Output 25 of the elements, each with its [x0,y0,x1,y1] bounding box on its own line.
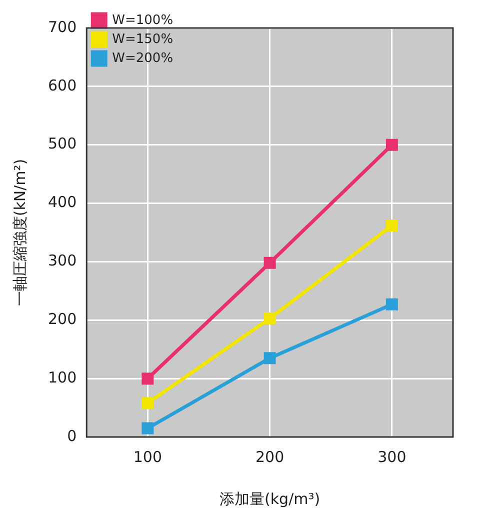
x-tick-label: 200 [255,448,284,466]
point [142,422,154,434]
x-tick-label: 100 [133,448,162,466]
y-axis-title: 一軸圧縮強度(kN/m²) [10,158,29,306]
point [386,298,398,310]
point [264,256,276,269]
legend-label: W=150% [112,32,174,47]
legend-label: W=200% [112,50,174,66]
y-tick-label: 0 [67,426,77,445]
point [264,352,276,364]
x-tick-label: 300 [378,448,406,466]
y-tick-label: 700 [48,18,77,36]
legend-label: W=100% [112,12,174,28]
x-axis-title: 添加量(kg/m³) [220,490,320,508]
y-tick-label: 300 [48,252,77,270]
point [386,138,398,151]
y-tick-label: 200 [48,310,77,328]
y-tick-label: 500 [48,134,77,153]
point [142,372,154,385]
point [264,312,276,324]
point [386,219,398,232]
y-tick-label: 100 [48,368,77,386]
point [142,397,154,410]
y-tick-label: 600 [48,76,77,94]
y-tick-label: 400 [48,193,77,212]
